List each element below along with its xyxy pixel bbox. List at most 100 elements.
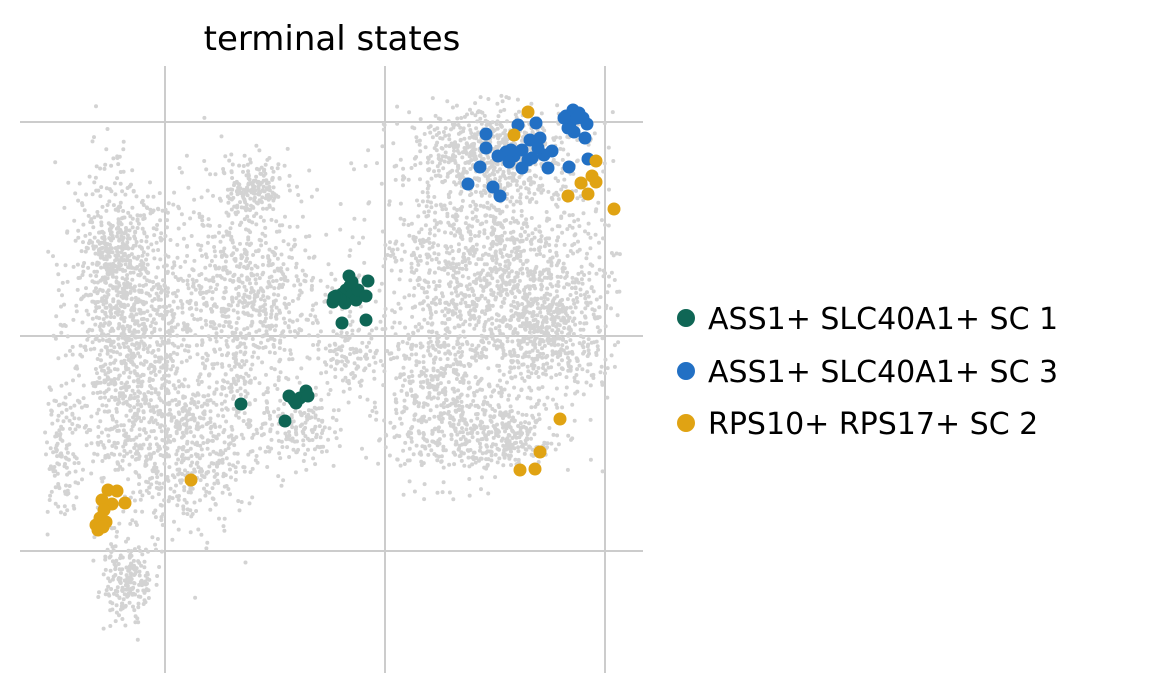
background-cell-point — [120, 189, 125, 194]
background-cell-point — [530, 231, 535, 236]
background-cell-point — [106, 247, 111, 252]
background-cell-point — [432, 233, 437, 238]
background-cell-point — [187, 327, 192, 332]
background-cell-point — [247, 501, 252, 506]
background-cell-point — [245, 294, 250, 299]
background-cell-point — [238, 349, 243, 354]
background-cell-point — [138, 213, 143, 218]
background-cell-point — [187, 273, 192, 278]
background-cell-point — [104, 305, 109, 310]
background-cell-point — [244, 250, 249, 255]
background-cell-point — [105, 377, 110, 382]
background-cell-point — [245, 241, 249, 246]
background-cell-point — [241, 295, 246, 300]
background-cell-point — [246, 237, 251, 242]
background-cell-point — [461, 322, 466, 327]
background-cell-point — [457, 180, 462, 185]
background-cell-point — [140, 509, 145, 514]
background-cell-point — [429, 200, 433, 205]
background-cell-point — [100, 245, 105, 250]
background-cell-point — [391, 252, 396, 257]
background-cell-point — [287, 357, 292, 362]
background-cell-point — [220, 457, 225, 462]
background-cell-point — [130, 388, 135, 393]
background-cell-point — [514, 218, 519, 223]
background-cell-point — [418, 254, 422, 259]
background-cell-point — [269, 366, 274, 370]
background-cell-point — [483, 320, 488, 324]
background-cell-point — [561, 184, 566, 189]
background-cell-point — [194, 301, 198, 306]
background-cell-point — [375, 161, 379, 166]
background-cell-point — [162, 341, 167, 346]
background-cell-point — [292, 283, 297, 288]
background-cell-point — [223, 448, 228, 453]
background-cell-point — [154, 582, 159, 587]
background-cell-point — [495, 169, 500, 174]
background-cell-point — [255, 180, 260, 185]
background-cell-point — [137, 427, 142, 432]
background-cell-point — [234, 470, 238, 475]
background-cell-point — [388, 240, 392, 245]
background-cell-point — [53, 160, 58, 165]
background-cell-point — [124, 354, 129, 359]
background-cell-point — [528, 182, 533, 187]
background-cell-point — [133, 229, 138, 234]
background-cell-point — [76, 228, 81, 233]
background-cell-point — [76, 461, 81, 465]
background-cell-point — [146, 350, 150, 354]
background-cell-point — [233, 210, 238, 215]
background-cell-point — [76, 198, 81, 203]
background-cell-point — [90, 192, 95, 197]
background-cell-point — [222, 252, 227, 257]
background-cell-point — [86, 312, 91, 317]
background-cell-point — [442, 203, 447, 208]
background-cell-point — [133, 614, 138, 619]
background-cell-point — [132, 328, 137, 333]
background-cell-point — [137, 569, 142, 574]
background-cell-point — [208, 409, 213, 414]
background-cell-point — [160, 376, 165, 381]
background-cell-point — [265, 465, 270, 469]
background-cell-point — [176, 457, 181, 462]
background-cell-point — [381, 122, 386, 127]
background-cell-point — [120, 601, 124, 606]
background-cell-point — [128, 495, 133, 500]
background-cell-point — [259, 340, 263, 345]
background-cell-point — [499, 289, 504, 294]
background-cell-point — [133, 592, 137, 597]
background-cell-point — [468, 204, 473, 208]
background-cell-point — [210, 486, 215, 491]
background-cell-point — [537, 184, 542, 188]
background-cell-point — [576, 271, 581, 276]
background-cell-point — [470, 216, 475, 221]
background-cell-point — [279, 252, 284, 257]
background-cell-point — [296, 296, 301, 301]
background-cell-point — [138, 354, 142, 359]
background-cell-point — [232, 378, 236, 383]
background-cell-point — [168, 434, 173, 438]
background-cell-point — [243, 300, 248, 304]
background-cell-point — [556, 197, 561, 202]
background-cell-point — [295, 331, 300, 336]
background-cell-point — [180, 458, 185, 463]
background-cell-point — [229, 197, 234, 202]
background-cell-point — [290, 255, 294, 260]
background-cell-point — [473, 308, 478, 313]
background-cell-point — [204, 351, 209, 356]
background-cell-point — [162, 412, 167, 417]
background-cell-point — [238, 392, 243, 397]
background-cell-point — [177, 400, 182, 405]
background-cell-point — [277, 308, 282, 313]
background-cell-point — [210, 296, 215, 301]
background-cell-point — [475, 110, 480, 115]
background-cell-point — [258, 319, 263, 324]
background-cell-point — [484, 123, 489, 127]
background-cell-point — [237, 508, 242, 513]
background-cell-point — [238, 186, 243, 191]
background-cell-point — [143, 394, 148, 399]
background-cell-point — [434, 295, 439, 300]
background-cell-point — [233, 360, 238, 365]
background-cell-point — [232, 204, 237, 209]
background-cell-point — [397, 320, 402, 325]
